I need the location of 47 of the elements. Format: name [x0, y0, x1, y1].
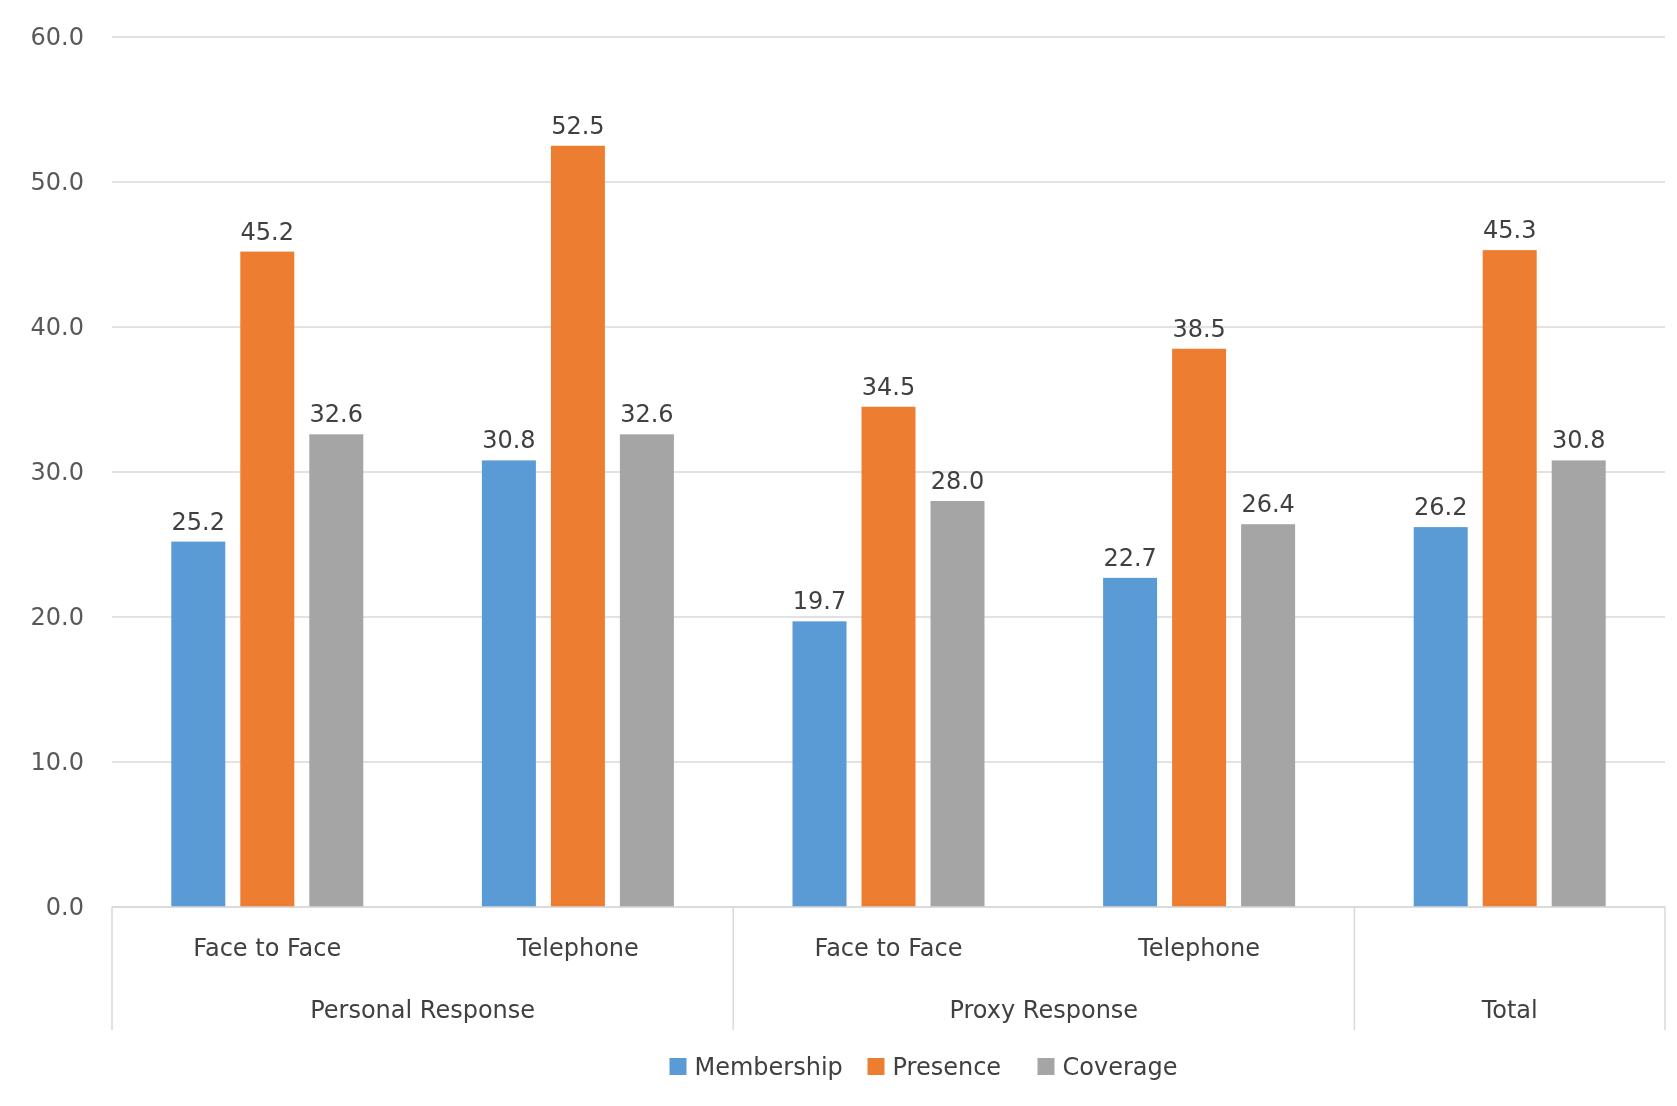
bar [1413, 527, 1468, 907]
data-label: 26.2 [1413, 493, 1468, 522]
data-label: 38.5 [1172, 314, 1226, 343]
y-tick-label: 0.0 [45, 893, 84, 922]
bar [1551, 460, 1606, 907]
y-tick-label: 60.0 [30, 23, 84, 52]
bar [550, 145, 605, 907]
text: Personal Response [310, 996, 536, 1024]
data-label: 19.7 [792, 587, 847, 616]
x-tick-label: Telephone [1137, 934, 1261, 962]
y-tick-label: 50.0 [30, 168, 84, 197]
bar [240, 251, 295, 907]
bar [1241, 524, 1296, 907]
bar [1103, 577, 1158, 907]
y-tick-label: 20.0 [30, 603, 84, 632]
data-label: 26.4 [1241, 490, 1295, 519]
y-tick-label: 30.0 [30, 458, 84, 487]
bar [792, 621, 847, 907]
data-label: 30.8 [482, 426, 536, 455]
x-tick-label: Telephone [515, 934, 639, 962]
bar [619, 434, 674, 907]
bar [481, 460, 536, 907]
data-label: 45.2 [240, 217, 295, 246]
bar [930, 501, 985, 907]
text: Proxy Response [949, 996, 1139, 1024]
data-label: 32.6 [309, 400, 364, 429]
x-tick-label: Face to Face [193, 934, 342, 962]
legend-label: Presence [892, 1053, 1002, 1081]
y-tick-label: 40.0 [30, 313, 84, 342]
data-label: 22.7 [1103, 543, 1157, 572]
bar [1482, 250, 1537, 907]
bar [171, 541, 226, 907]
x-tick-label: Face to Face [814, 934, 963, 962]
y-tick-label: 10.0 [30, 748, 84, 777]
legend-label: Membership [694, 1053, 843, 1081]
bar [309, 434, 364, 907]
legend-label: Coverage [1062, 1053, 1178, 1081]
data-label: 32.6 [620, 400, 674, 429]
data-label: 45.3 [1482, 216, 1537, 245]
data-label: 30.8 [1551, 426, 1606, 455]
text: Total [1480, 996, 1538, 1024]
data-label: 34.5 [861, 372, 916, 401]
data-label: 25.2 [171, 507, 226, 536]
bar [861, 406, 916, 907]
data-label: 52.5 [551, 111, 605, 140]
data-label: 28.0 [930, 467, 985, 495]
bar [1172, 348, 1227, 907]
